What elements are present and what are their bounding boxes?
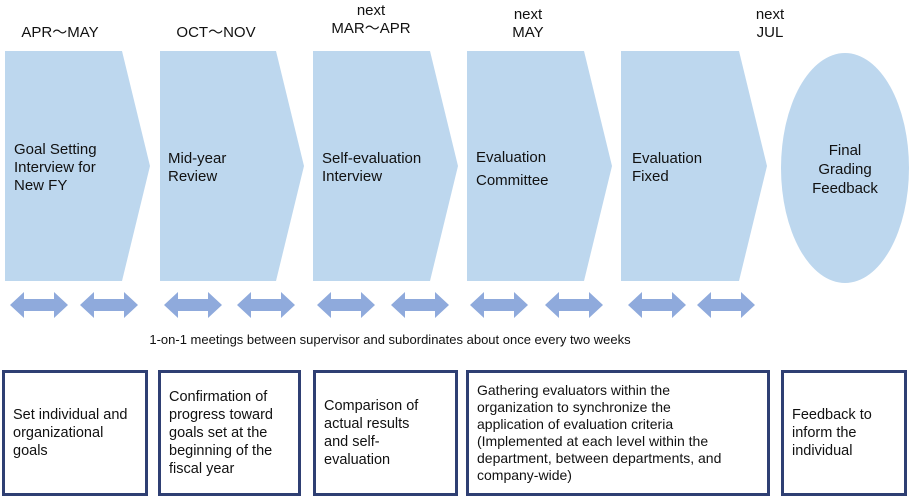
stage-chevron-4 — [467, 51, 612, 281]
final-stage-label: Final Grading Feedback — [812, 142, 878, 197]
stage-label-4: Evaluation Committee — [476, 149, 549, 189]
double-arrow-1 — [10, 292, 68, 318]
double-arrow-5 — [317, 292, 375, 318]
description-box-4: Gathering evaluators within the organiza… — [466, 370, 770, 496]
period-label-4: next MAY — [512, 6, 544, 41]
period-label-3: next MAR～APR — [331, 2, 411, 37]
final-stage-oval — [781, 53, 909, 283]
period-label-2: OCT～NOV — [176, 24, 256, 41]
description-text-4: Gathering evaluators within the organiza… — [477, 382, 722, 483]
double-arrow-2 — [80, 292, 138, 318]
double-arrow-10 — [697, 292, 755, 318]
description-box-3: Comparison of actual results and self- e… — [313, 370, 458, 496]
double-arrow-8 — [545, 292, 603, 318]
period-label-5: next JUL — [755, 6, 785, 41]
period-label-1: APR～MAY — [21, 24, 99, 41]
stage-label-5: Evaluation Fixed — [632, 150, 703, 185]
double-arrow-4 — [237, 292, 295, 318]
stage-chevron-2 — [160, 51, 304, 281]
stage-label-2: Mid-year Review — [168, 150, 227, 185]
description-text-1: Set individual and organizational goals — [13, 407, 128, 459]
meetings-note: 1-on-1 meetings between supervisor and s… — [149, 332, 631, 347]
description-box-2: Confirmation of progress toward goals se… — [158, 370, 301, 496]
stage-chevron-1 — [5, 51, 150, 281]
double-arrow-7 — [470, 292, 528, 318]
description-text-5: Feedback to inform the individual — [792, 407, 872, 459]
double-arrow-9 — [628, 292, 686, 318]
description-box-5: Feedback to inform the individual — [781, 370, 907, 496]
stage-chevron-3 — [313, 51, 458, 281]
description-text-2: Confirmation of progress toward goals se… — [169, 389, 273, 477]
double-arrow-6 — [391, 292, 449, 318]
stage-label-3: Self-evaluation Interview — [322, 150, 422, 185]
description-box-1: Set individual and organizational goals — [2, 370, 148, 496]
double-arrow-3 — [164, 292, 222, 318]
stage-chevron-5 — [621, 51, 767, 281]
description-text-3: Comparison of actual results and self- e… — [324, 398, 419, 468]
stage-label-1: Goal Setting Interview for New FY — [14, 141, 97, 194]
